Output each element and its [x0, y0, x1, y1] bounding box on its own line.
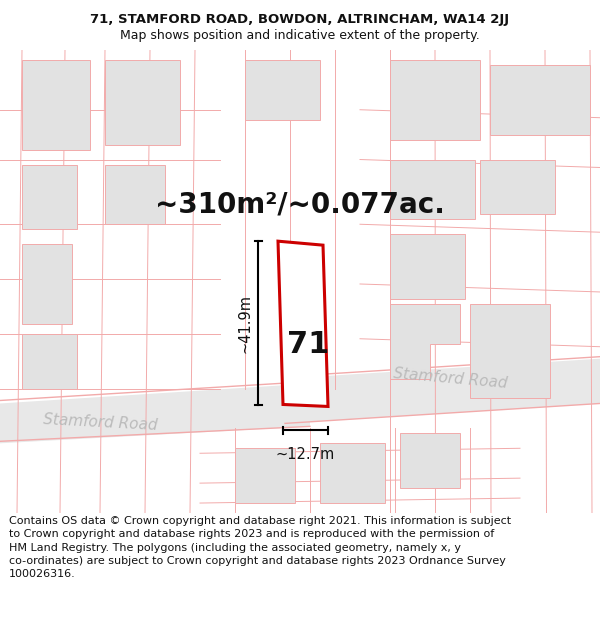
Polygon shape	[390, 234, 465, 299]
Polygon shape	[0, 384, 310, 443]
Polygon shape	[390, 304, 460, 379]
Polygon shape	[22, 60, 90, 149]
Polygon shape	[105, 164, 165, 224]
Text: 71: 71	[287, 330, 329, 359]
Polygon shape	[22, 334, 77, 389]
Polygon shape	[390, 159, 475, 219]
Text: Map shows position and indicative extent of the property.: Map shows position and indicative extent…	[120, 29, 480, 42]
Polygon shape	[285, 359, 600, 423]
Polygon shape	[105, 60, 180, 144]
Polygon shape	[480, 159, 555, 214]
Polygon shape	[320, 443, 385, 503]
Polygon shape	[490, 65, 590, 134]
Polygon shape	[245, 60, 320, 120]
Text: ~310m²/~0.077ac.: ~310m²/~0.077ac.	[155, 191, 445, 218]
Text: ~41.9m: ~41.9m	[238, 294, 253, 353]
Polygon shape	[22, 164, 77, 229]
Polygon shape	[400, 433, 460, 488]
Polygon shape	[235, 448, 295, 503]
Text: Contains OS data © Crown copyright and database right 2021. This information is : Contains OS data © Crown copyright and d…	[9, 516, 511, 579]
Polygon shape	[278, 241, 328, 406]
Polygon shape	[390, 60, 480, 139]
Text: Stamford Road: Stamford Road	[43, 412, 158, 433]
Polygon shape	[470, 304, 550, 399]
Polygon shape	[22, 244, 72, 324]
Text: Stamford Road: Stamford Road	[392, 366, 508, 391]
Text: ~12.7m: ~12.7m	[276, 448, 335, 462]
Text: 71, STAMFORD ROAD, BOWDON, ALTRINCHAM, WA14 2JJ: 71, STAMFORD ROAD, BOWDON, ALTRINCHAM, W…	[91, 12, 509, 26]
